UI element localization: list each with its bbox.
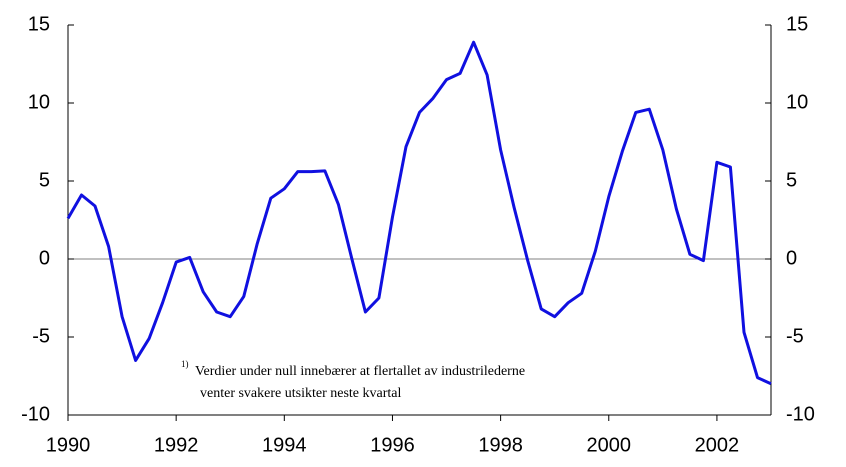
y-tick-label: 10 (28, 91, 50, 113)
x-tick-label: 1994 (262, 434, 307, 456)
x-tick-label: 1990 (46, 434, 91, 456)
y2-tick-label: 5 (786, 169, 797, 191)
y-tick-label: 0 (39, 247, 50, 269)
x-tick-label: 1998 (478, 434, 523, 456)
x-tick-label: 1992 (154, 434, 199, 456)
data-line (66, 40, 772, 386)
y-tick-label: -5 (32, 325, 50, 347)
y2-tick-label: 0 (786, 247, 797, 269)
annotation: Verdier under null innebærer at flertall… (195, 364, 525, 379)
x-tick-label: 2002 (695, 434, 740, 456)
y-tick-label: 5 (39, 169, 50, 191)
x-tick-label: 1996 (370, 434, 415, 456)
y2-tick-label: 15 (786, 13, 808, 35)
y2-tick-label: -10 (786, 403, 815, 425)
x-tick-label: 2000 (587, 434, 632, 456)
y-tick-label: 15 (28, 13, 50, 35)
y2-tick-label: 10 (786, 91, 808, 113)
y2-tick-label: -5 (786, 325, 804, 347)
annotation: venter svakere utsikter neste kvartal (200, 386, 401, 401)
y-tick-label: -10 (21, 403, 50, 425)
annotation-marker: 1) (181, 359, 189, 369)
